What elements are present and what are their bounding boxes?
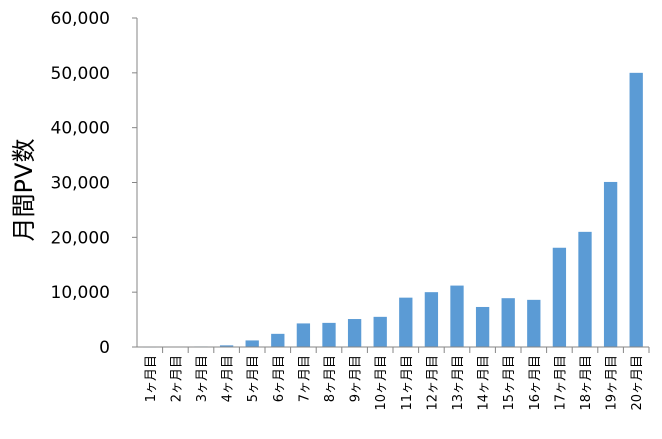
y-tick-label: 40,000	[51, 119, 110, 139]
bar	[501, 298, 515, 347]
bars	[143, 72, 643, 348]
bar	[629, 72, 643, 347]
bar	[603, 181, 618, 347]
x-tick-label: 15ヶ月目	[502, 355, 517, 411]
x-tick-label: 19ヶ月目	[605, 355, 620, 411]
bar	[271, 333, 285, 347]
x-tick-label: 18ヶ月目	[579, 355, 594, 411]
y-tick-label: 60,000	[51, 9, 110, 29]
y-axis-ticks: 0 10,000 20,000 30,000 40,000 50,000 60,000	[51, 9, 137, 358]
y-tick-label: 10,000	[51, 283, 110, 303]
bar	[296, 323, 311, 347]
y-tick-label: 0	[99, 338, 110, 358]
x-tick-label: 4ヶ月目	[221, 355, 236, 402]
bar	[219, 345, 234, 347]
bar	[245, 340, 259, 347]
x-tick-label: 1ヶ月目	[144, 355, 159, 402]
x-tick-label: 5ヶ月目	[246, 355, 261, 402]
x-tick-label: 8ヶ月目	[323, 355, 338, 402]
y-tick-label: 20,000	[51, 228, 110, 248]
bar	[322, 322, 336, 347]
axes	[136, 18, 650, 353]
y-axis-title: 月間PV数	[10, 139, 38, 242]
x-tick-label: 9ヶ月目	[349, 355, 364, 402]
x-tick-label: 20ヶ月目	[630, 355, 645, 411]
bar	[578, 231, 592, 347]
x-tick-label: 11ヶ月目	[400, 355, 415, 411]
bar	[399, 297, 413, 347]
x-tick-label: 10ヶ月目	[374, 355, 389, 411]
bar	[552, 247, 567, 347]
x-tick-label: 16ヶ月目	[528, 355, 543, 411]
bar	[450, 285, 464, 347]
bar	[424, 292, 439, 347]
x-tick-label: 7ヶ月目	[297, 355, 312, 402]
bar	[475, 306, 490, 347]
x-tick-label: 13ヶ月目	[451, 355, 466, 411]
x-tick-label: 14ヶ月目	[477, 355, 492, 411]
x-axis-labels: 1ヶ月目 2ヶ月目 3ヶ月目 4ヶ月目 5ヶ月目 6ヶ月目 7ヶ月目 8ヶ月目 9ヶ月目 10ヶ月…	[144, 355, 645, 411]
y-tick-label: 30,000	[51, 174, 110, 194]
x-tick-label: 2ヶ月目	[169, 355, 184, 402]
bar	[527, 299, 541, 347]
x-tick-label: 17ヶ月目	[553, 355, 568, 411]
bar	[373, 316, 387, 347]
x-tick-label: 12ヶ月目	[425, 355, 440, 411]
y-tick-label: 50,000	[51, 64, 110, 84]
x-tick-label: 6ヶ月目	[272, 355, 287, 402]
x-tick-label: 3ヶ月目	[195, 355, 210, 402]
bar	[347, 319, 362, 347]
